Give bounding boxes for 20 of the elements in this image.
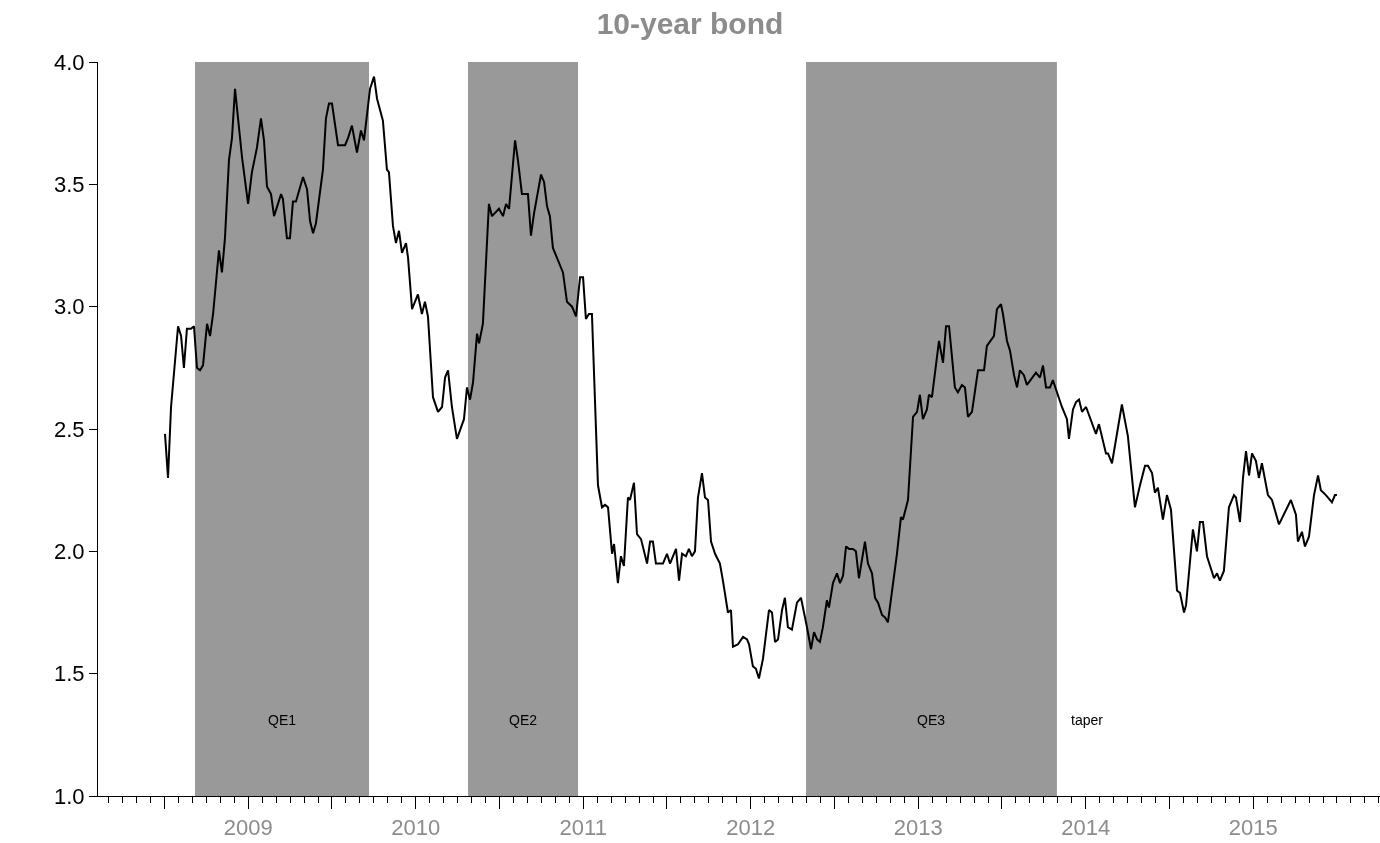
x-tick-label: 2009 [223,815,273,841]
x-tick-label: 2013 [893,815,943,841]
x-tick-label: 2012 [726,815,776,841]
x-tick-label: 2010 [391,815,441,841]
x-tick-label: 2015 [1228,815,1278,841]
band-label: QE1 [268,712,297,728]
y-tick-label: 3.0 [54,294,85,320]
annotation: taper [1071,712,1104,728]
chart-title: 10-year bond [596,6,784,40]
x-tick-label: 2011 [559,815,607,841]
y-tick-label: 1.0 [54,783,85,809]
x-tick-label: 2014 [1061,815,1111,841]
y-tick-label: 2.5 [54,416,85,442]
band-label: QE2 [509,712,538,728]
y-tick-label: 2.0 [54,539,85,565]
band-label: QE3 [917,712,946,728]
line-series [164,75,1338,680]
y-tick-label: 3.5 [54,172,85,198]
y-tick-label: 4.0 [54,49,85,75]
y-tick-label: 1.5 [54,661,85,687]
